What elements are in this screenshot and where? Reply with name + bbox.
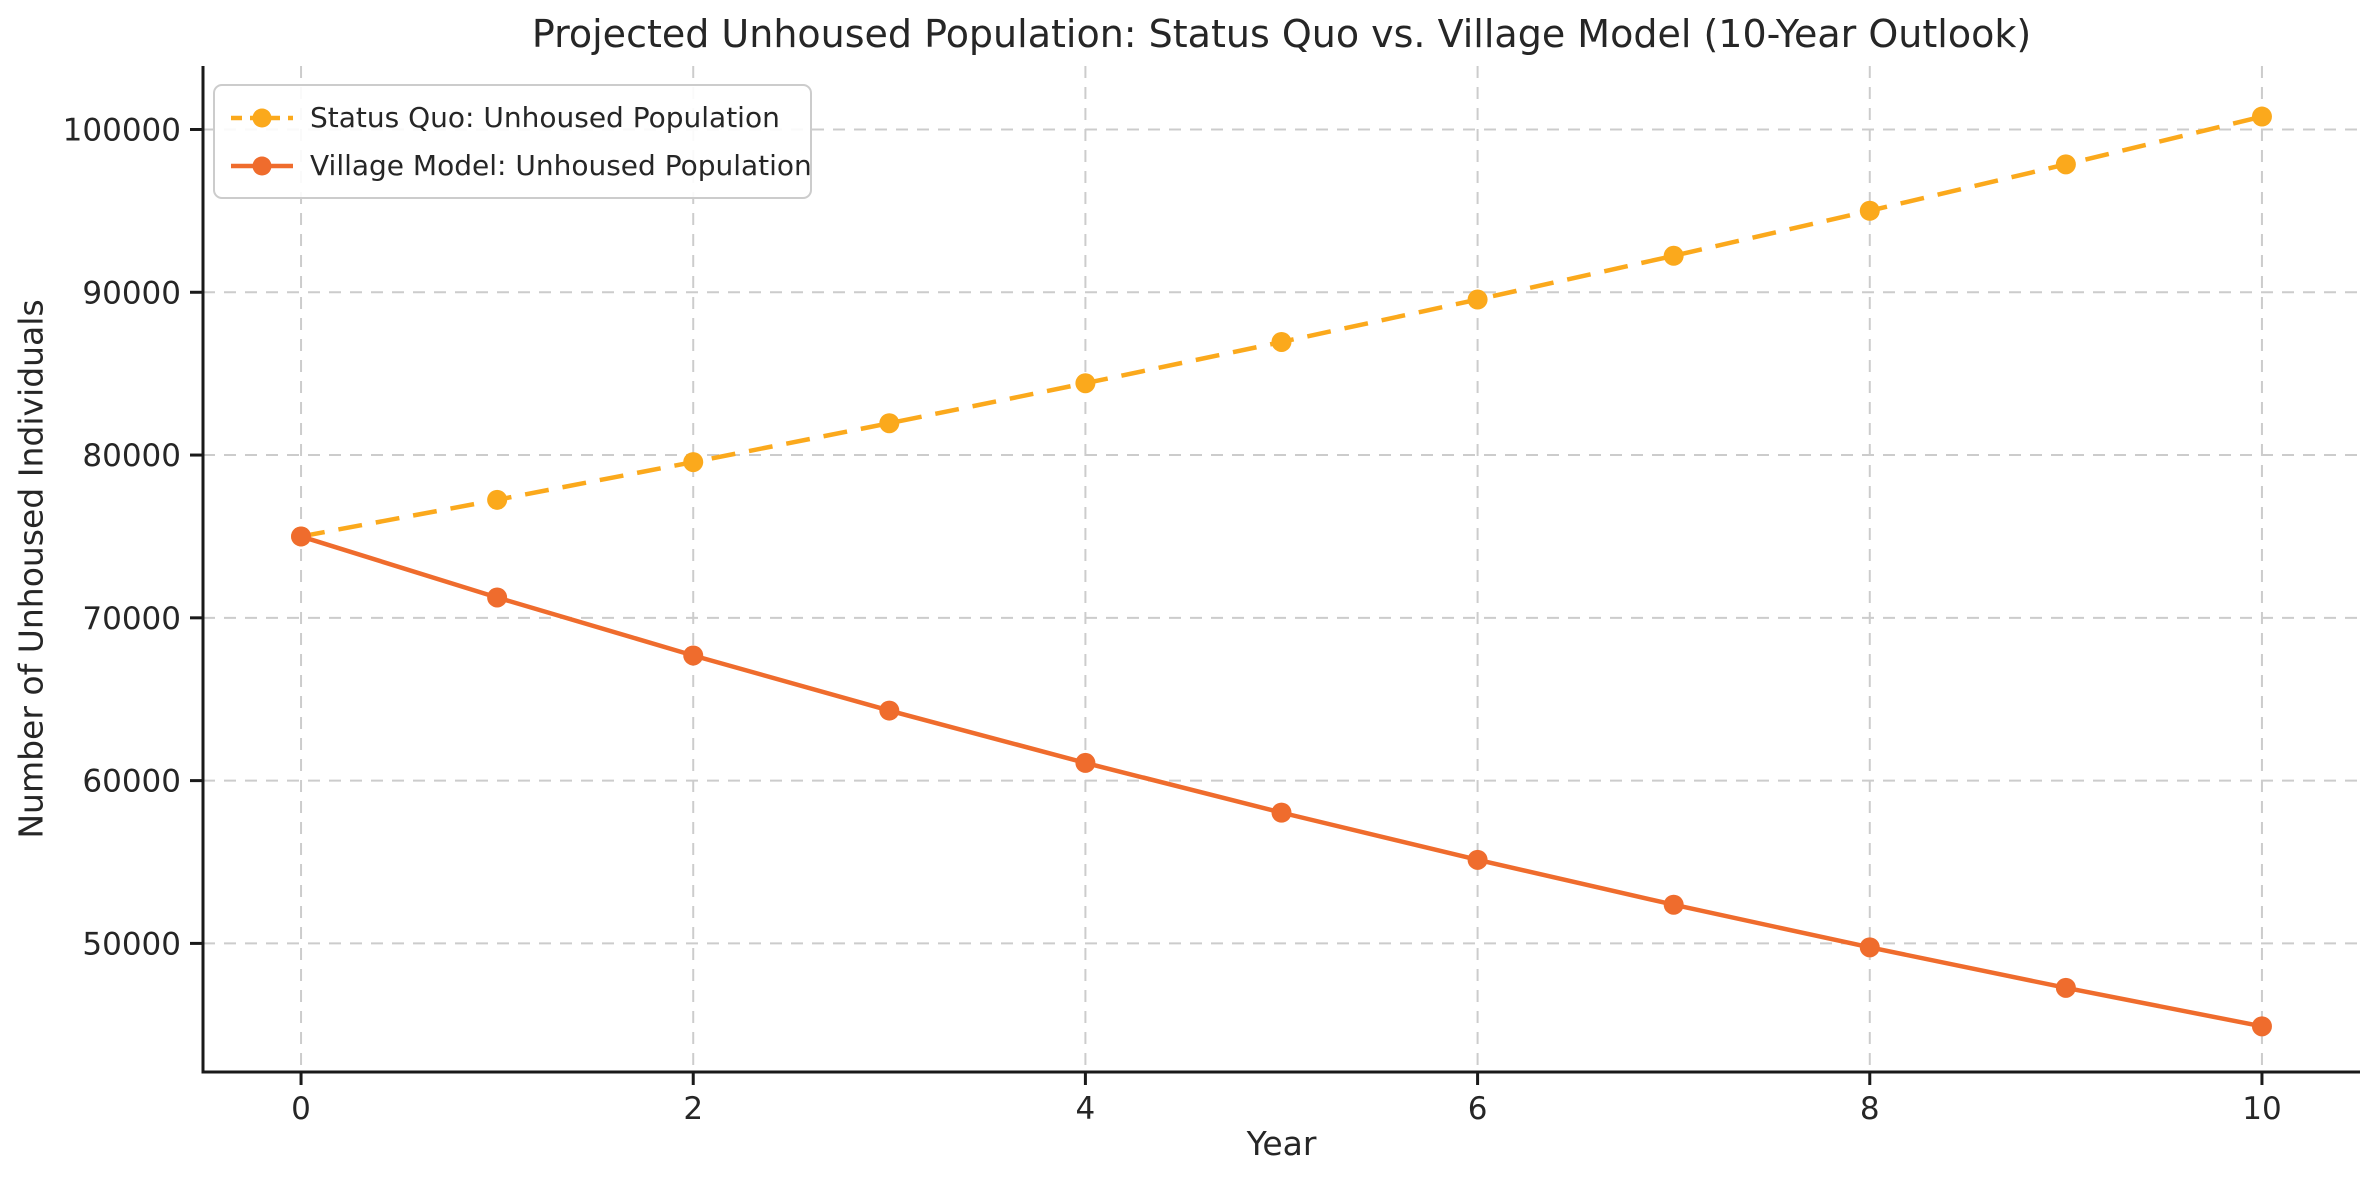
data-point-marker-status-quo xyxy=(487,489,508,510)
data-point-marker-status-quo xyxy=(1467,289,1488,310)
data-point-marker-status-quo xyxy=(879,413,900,434)
data-point-marker-status-quo xyxy=(683,452,704,473)
x-tick-label: 10 xyxy=(2242,1091,2281,1127)
data-point-marker-village-model xyxy=(487,587,508,608)
y-tick-label: 100000 xyxy=(63,112,181,148)
data-point-marker-status-quo xyxy=(1271,331,1292,352)
legend-line-sample xyxy=(231,156,293,175)
data-point-marker-status-quo xyxy=(1663,245,1684,266)
data-point-marker-village-model xyxy=(2251,1016,2272,1037)
x-tick-label: 4 xyxy=(1076,1091,1096,1127)
chart-title: Projected Unhoused Population: Status Qu… xyxy=(531,12,2032,56)
legend-label-status-quo: Status Quo: Unhoused Population xyxy=(310,101,780,134)
y-tick-label: 50000 xyxy=(82,926,181,962)
legend-sample-marker xyxy=(252,156,272,175)
x-tick-label: 8 xyxy=(1860,1091,1880,1127)
y-tick-label: 70000 xyxy=(82,601,181,637)
legend-line-sample xyxy=(231,108,293,127)
y-tick-label: 90000 xyxy=(82,275,181,311)
x-tick-label: 2 xyxy=(683,1091,703,1127)
legend-sample-marker xyxy=(252,108,272,127)
data-point-marker-status-quo xyxy=(1859,200,1880,221)
data-point-marker-village-model xyxy=(1467,849,1488,870)
legend-swatch-village-model-icon xyxy=(229,151,295,181)
data-point-marker-village-model xyxy=(291,526,312,547)
data-point-marker-status-quo xyxy=(2251,106,2272,127)
legend-label-village-model: Village Model: Unhoused Population xyxy=(310,149,812,182)
y-tick-label: 60000 xyxy=(82,764,181,800)
data-point-marker-village-model xyxy=(1271,802,1292,823)
legend-swatch-status-quo-icon xyxy=(229,103,295,133)
data-point-marker-status-quo xyxy=(1075,373,1096,394)
legend: Status Quo: Unhoused Population Village … xyxy=(213,84,812,199)
data-point-marker-status-quo xyxy=(2055,154,2076,175)
legend-row-status-quo: Status Quo: Unhoused Population xyxy=(229,101,810,134)
x-tick-label: 0 xyxy=(291,1091,311,1127)
data-point-marker-village-model xyxy=(683,645,704,666)
data-point-marker-village-model xyxy=(1663,894,1684,915)
data-point-marker-village-model xyxy=(1859,937,1880,958)
y-tick-label: 80000 xyxy=(82,438,181,474)
data-point-marker-village-model xyxy=(2055,977,2076,998)
data-point-marker-village-model xyxy=(1075,752,1096,773)
x-axis-label: Year xyxy=(1246,1124,1317,1163)
data-point-marker-village-model xyxy=(879,700,900,721)
x-tick-label: 6 xyxy=(1468,1091,1488,1127)
legend-row-village-model: Village Model: Unhoused Population xyxy=(229,149,812,182)
